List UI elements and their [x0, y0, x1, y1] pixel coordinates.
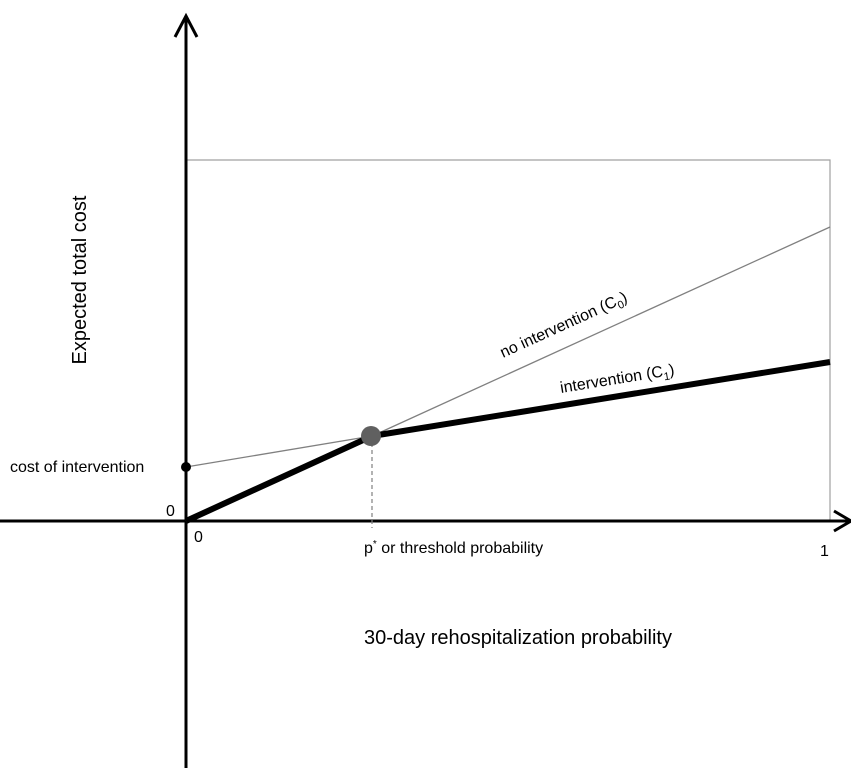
x-axis-arrowhead — [833, 509, 851, 533]
x-axis-label: 30-day rehospitalization probability — [364, 627, 672, 649]
intervention-extension-line — [185, 435, 373, 468]
x-max-label: 1 — [820, 543, 829, 560]
plot-frame — [186, 159, 831, 521]
origin-x-label: 0 — [194, 529, 203, 546]
threshold-label-star: * — [373, 539, 377, 550]
intercept-point — [181, 462, 191, 472]
c0-close: ) — [618, 289, 630, 307]
c1-close: ) — [668, 362, 676, 380]
origin-y-label: 0 — [166, 503, 175, 520]
optimal-cost-envelope — [184, 433, 374, 524]
threshold-point — [361, 426, 381, 446]
c0-subscript: 0 — [616, 299, 627, 312]
y-axis-arrowhead — [173, 12, 199, 38]
threshold-label: p* or threshold probability — [364, 539, 543, 557]
threshold-label-text: or threshold probability — [377, 540, 543, 557]
intervention-line — [371, 359, 831, 439]
c1-subscript: 1 — [663, 370, 671, 383]
y-axis-label: Expected total cost — [69, 195, 91, 364]
threshold-label-p: p — [364, 540, 373, 557]
intercept-label: cost of intervention — [10, 459, 144, 476]
